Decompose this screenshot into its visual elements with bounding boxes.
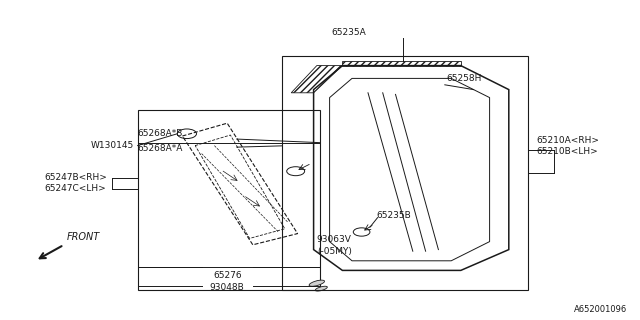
Text: FRONT: FRONT [67, 232, 100, 242]
Text: (-05MY): (-05MY) [317, 247, 351, 256]
Bar [282, 56, 528, 290]
Text: 93048B: 93048B [210, 284, 244, 292]
Text: A652001096: A652001096 [574, 305, 627, 314]
Bar [138, 110, 320, 290]
Text: 65258H: 65258H [447, 74, 482, 83]
Text: 65247B<RH>: 65247B<RH> [45, 173, 108, 182]
Ellipse shape [309, 280, 324, 286]
Text: 65210B<LH>: 65210B<LH> [536, 148, 598, 156]
Text: 93063V: 93063V [317, 236, 351, 244]
Text: 65210A<RH>: 65210A<RH> [536, 136, 599, 145]
Text: 65268A*B: 65268A*B [138, 129, 183, 138]
Text: 65276: 65276 [213, 271, 241, 280]
Text: 65247C<LH>: 65247C<LH> [45, 184, 106, 193]
Text: W130145: W130145 [91, 141, 134, 150]
Text: 65235B: 65235B [376, 212, 411, 220]
Ellipse shape [316, 286, 327, 291]
Text: 65235A: 65235A [332, 28, 366, 37]
Text: 65268A*A: 65268A*A [138, 144, 183, 153]
